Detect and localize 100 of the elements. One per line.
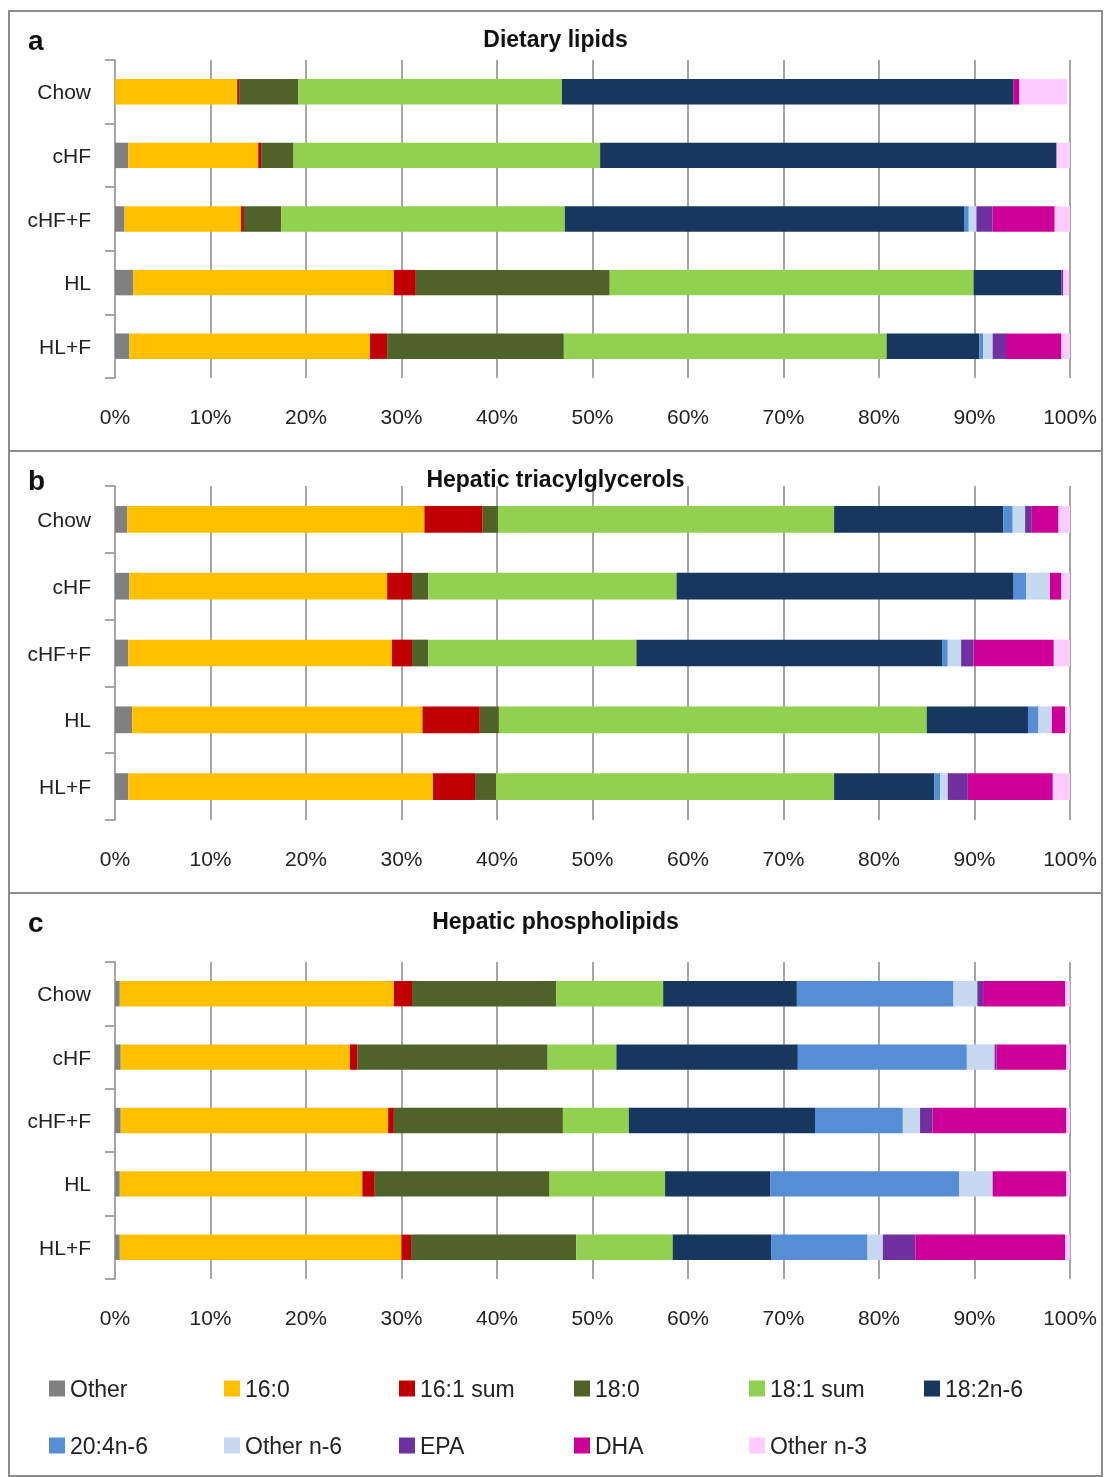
x-tick-label: 30% xyxy=(380,1306,423,1329)
bar xyxy=(412,639,429,667)
bar xyxy=(815,1107,903,1134)
bar xyxy=(1065,981,1070,1007)
bar xyxy=(942,639,948,667)
text: c xyxy=(28,906,44,938)
bar xyxy=(120,1107,389,1134)
bar xyxy=(959,1171,993,1197)
bar xyxy=(497,506,835,533)
bar xyxy=(357,1044,548,1070)
bar xyxy=(902,1107,921,1134)
x-tick-label: 10% xyxy=(189,847,232,870)
bar xyxy=(243,206,282,232)
bar xyxy=(498,706,927,734)
bar xyxy=(1052,773,1070,800)
bar xyxy=(973,639,1054,667)
bar xyxy=(1066,1044,1070,1070)
x-tick-label: 50% xyxy=(571,405,614,428)
y-tick-label: cHF+F xyxy=(27,641,91,665)
bar xyxy=(115,773,129,800)
bar xyxy=(771,1234,868,1260)
bar xyxy=(932,1107,1067,1134)
bar xyxy=(128,639,392,667)
bar xyxy=(1027,706,1039,734)
bar xyxy=(992,333,1007,359)
bar xyxy=(1025,506,1032,533)
bar xyxy=(261,142,294,169)
x-tick-label: 80% xyxy=(857,847,901,870)
bar xyxy=(115,1171,120,1197)
bar xyxy=(947,639,962,667)
x-tick-label: 60% xyxy=(666,405,710,428)
bar xyxy=(1038,706,1052,734)
bar xyxy=(556,981,664,1007)
bar xyxy=(393,1107,563,1134)
bar xyxy=(1012,506,1026,533)
bar xyxy=(672,1234,772,1260)
chart-title: Hepatic triacylglycerols xyxy=(426,465,685,492)
bar xyxy=(119,1234,402,1260)
x-tick-label: 60% xyxy=(666,847,710,870)
y-tick-label: cHF xyxy=(52,143,91,167)
x-tick-label: 80% xyxy=(857,1306,901,1329)
bar xyxy=(1031,506,1059,533)
bar xyxy=(412,981,557,1007)
chart-title: Dietary lipids xyxy=(483,25,628,52)
bar xyxy=(115,142,129,169)
legend-label: 18:0 xyxy=(595,1375,640,1402)
x-tick-label: 20% xyxy=(284,405,328,428)
bar xyxy=(547,1044,617,1070)
bar xyxy=(983,981,1066,1007)
y-tick-label: cHF xyxy=(52,574,91,598)
bar xyxy=(967,773,1053,800)
x-tick-label: 30% xyxy=(380,847,423,870)
legend-label: 18:2n-6 xyxy=(945,1375,1024,1402)
bar xyxy=(115,79,238,105)
x-tick-label: 50% xyxy=(571,847,614,870)
x-tick-label: 10% xyxy=(189,1306,232,1329)
bar xyxy=(926,706,1028,734)
bar xyxy=(1054,206,1070,232)
bar xyxy=(834,773,935,800)
chart-title: Hepatic phospholipids xyxy=(432,907,679,934)
bar xyxy=(115,639,129,667)
bar xyxy=(1066,1171,1070,1197)
bar xyxy=(1066,1107,1070,1134)
x-tick-label: 40% xyxy=(475,405,519,428)
bar xyxy=(976,206,993,232)
text: a xyxy=(28,24,44,56)
bar xyxy=(241,206,244,232)
bar xyxy=(374,1171,550,1197)
bar xyxy=(362,1171,375,1197)
x-tick-label: 0% xyxy=(99,847,131,870)
y-tick-label: Chow xyxy=(37,507,92,531)
bar xyxy=(120,1044,350,1070)
bar xyxy=(616,1044,798,1070)
bar xyxy=(964,206,969,232)
bar xyxy=(1053,639,1070,667)
bar xyxy=(576,1234,673,1260)
bar xyxy=(369,333,388,359)
bar xyxy=(422,706,480,734)
legend-label: 16:1 sum xyxy=(420,1375,515,1402)
bar xyxy=(966,1044,995,1070)
y-tick-label: cHF xyxy=(52,1045,91,1069)
bar xyxy=(115,706,133,734)
x-tick-label: 0% xyxy=(99,405,131,428)
x-tick-label: 20% xyxy=(284,1306,328,1329)
bar xyxy=(239,79,299,105)
legend-label: Other n-6 xyxy=(245,1432,343,1459)
bar xyxy=(349,1044,358,1070)
bar xyxy=(796,981,954,1007)
bar xyxy=(882,1234,916,1260)
bar xyxy=(628,1107,816,1134)
bar xyxy=(115,206,125,232)
y-tick-label: cHF+F xyxy=(27,1109,91,1132)
x-tick-label: 0% xyxy=(99,1306,131,1329)
bar xyxy=(127,506,425,533)
legend-label: 20:4n-6 xyxy=(70,1432,149,1459)
bar xyxy=(132,706,423,734)
bar xyxy=(562,1107,629,1134)
bar xyxy=(119,1171,363,1197)
bar xyxy=(482,506,498,533)
bar xyxy=(424,506,483,533)
